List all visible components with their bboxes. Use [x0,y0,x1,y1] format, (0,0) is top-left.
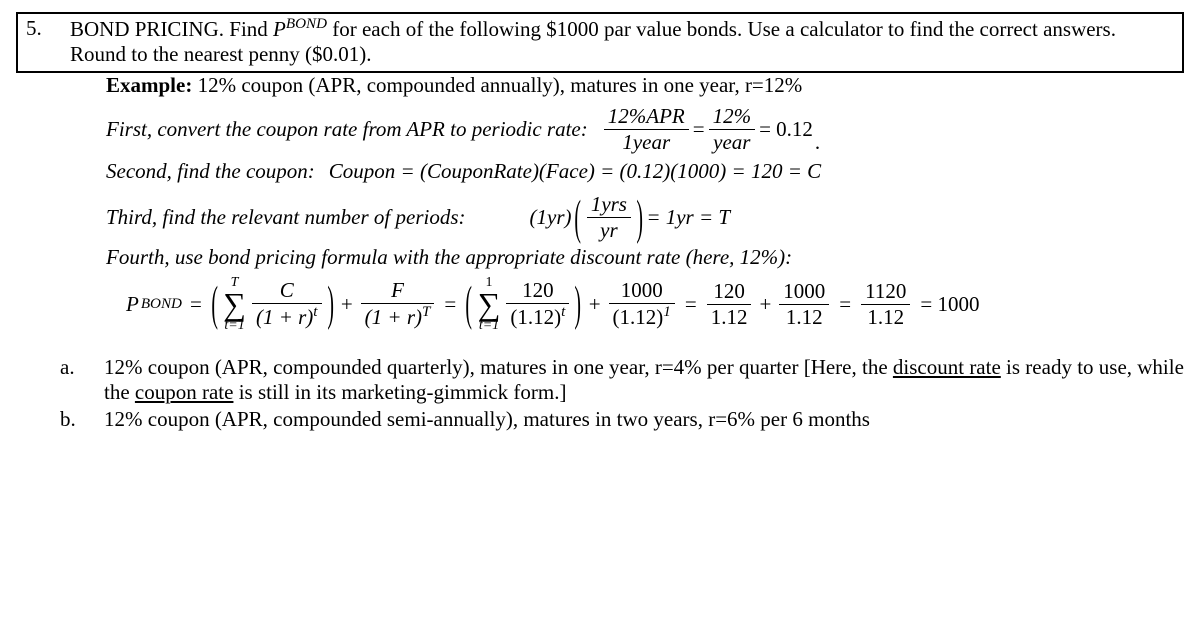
frac7-bot: 1.12 [861,304,910,330]
frac3-bot: (1.12)t [506,303,569,330]
period-fraction: 1yrs yr [587,192,631,243]
frac1-top: C [252,278,322,303]
parts-list: a. 12% coupon (APR, compounded quarterly… [60,355,1184,432]
rate-frac-bot2: year [709,129,756,155]
example-block: Example: 12% coupon (APR, compounded ann… [106,73,1184,333]
rate-frac-top1: 12%APR [604,104,689,129]
part-a-label: a. [60,355,104,405]
rparen-icon: ) [636,189,643,246]
frac6-bot: 1.12 [779,304,829,330]
part-b-label: b. [60,407,104,432]
lparen-icon: ( [575,189,582,246]
frac4-bot-sup: 1 [663,304,671,320]
plus2: + [589,292,601,317]
question-lead: BOND PRICING. Find [70,17,273,41]
part-a-underline1: discount rate [893,355,1001,379]
frac5-top: 120 [707,279,752,304]
sigma-icon: ∑ [223,290,246,319]
step1-row: First, convert the coupon rate from APR … [106,104,1184,155]
question-text: BOND PRICING. Find PBOND for each of the… [70,16,1174,67]
frac3-bot-a: (1.12) [510,305,561,329]
step1-lead: First, convert the coupon rate from APR … [106,117,588,142]
formula-row: PBOND = ( T ∑ t=1 C (1 + r)t ) + F (1 + … [126,276,1184,333]
step2-lead: Second, find the coupon: [106,159,315,184]
rparen-icon: ) [327,276,334,333]
plus3: + [759,292,771,317]
period-lead: (1yr) [530,205,572,230]
period-result: = 1yr = T [646,205,730,230]
frac6: 1000 1.12 [779,279,829,330]
frac4-bot-a: (1.12) [613,305,664,329]
p-sup: BOND [141,296,182,313]
part-b: b. 12% coupon (APR, compounded semi-annu… [60,407,1184,432]
frac3-top: 120 [506,278,569,303]
frac2-bot-a: (1 + r) [365,305,422,329]
sigma-2: 1 ∑ t=1 [478,276,501,333]
eq4: = [839,292,851,317]
part-a-text3: is still in its marketing-gimmick form.] [233,380,566,404]
frac2-bot-sup: T [422,304,430,320]
frac4-top: 1000 [609,278,675,303]
example-text: 12% coupon (APR, compounded annually), m… [192,73,802,97]
eq5: = 1000 [920,292,979,317]
part-a-text: 12% coupon (APR, compounded quarterly), … [104,355,1184,405]
frac2: F (1 + r)T [361,278,435,330]
frac3-bot-sup: t [561,304,565,320]
question-box: 5. BOND PRICING. Find PBOND for each of … [16,12,1184,73]
part-a-text1: 12% coupon (APR, compounded quarterly), … [104,355,893,379]
rate-fraction-2: 12% year [709,104,756,155]
frac5: 120 1.12 [707,279,752,330]
pbond-superscript: BOND [286,16,327,32]
period-bot: yr [587,217,631,243]
step4-text: Fourth, use bond pricing formula with th… [106,245,1184,270]
frac4-bot: (1.12)1 [609,303,675,330]
period-top: 1yrs [587,192,631,217]
lparen-icon: ( [211,276,218,333]
rate-frac-bot1: 1year [604,129,689,155]
example-line: Example: 12% coupon (APR, compounded ann… [106,73,1184,98]
rate-frac-top2: 12% [709,104,756,129]
lparen-icon: ( [466,276,473,333]
step2-row: Second, find the coupon: Coupon = (Coupo… [106,159,1184,184]
eq1: = [190,292,202,317]
frac5-bot: 1.12 [707,304,752,330]
plus1: + [341,292,353,317]
part-b-text: 12% coupon (APR, compounded semi-annuall… [104,407,870,432]
step3-lead: Third, find the relevant number of perio… [106,205,466,230]
frac4: 1000 (1.12)1 [609,278,675,330]
step3-row: Third, find the relevant number of perio… [106,192,1184,243]
sigma-1: T ∑ t=1 [223,276,246,333]
frac7: 1120 1.12 [861,279,910,330]
frac2-top: F [361,278,435,303]
rate-eq1: = [693,117,705,142]
frac1-bot-a: (1 + r) [256,305,313,329]
sigma-bot2: t=1 [479,319,499,333]
frac1-bot: (1 + r)t [252,303,322,330]
sigma-icon: ∑ [478,290,501,319]
sigma-bot1: t=1 [224,319,244,333]
eq3: = [685,292,697,317]
rate-result: = 0.12 [759,117,813,142]
frac1: C (1 + r)t [252,278,322,330]
example-label: Example: [106,73,192,97]
frac3: 120 (1.12)t [506,278,569,330]
question-number: 5. [26,16,70,41]
eq2: = [444,292,456,317]
part-a: a. 12% coupon (APR, compounded quarterly… [60,355,1184,405]
coupon-expr: Coupon = (CouponRate)(Face) = (0.12)(100… [329,159,821,184]
pbond-var: P [273,17,286,41]
frac6-top: 1000 [779,279,829,304]
frac7-top: 1120 [861,279,910,304]
frac1-bot-sup: t [313,304,317,320]
p-var: P [126,292,139,317]
frac2-bot: (1 + r)T [361,303,435,330]
part-a-underline2: coupon rate [135,380,234,404]
rate-fraction-1: 12%APR 1year [604,104,689,155]
rparen-icon: ) [575,276,582,333]
step1-trail: . [815,130,820,155]
